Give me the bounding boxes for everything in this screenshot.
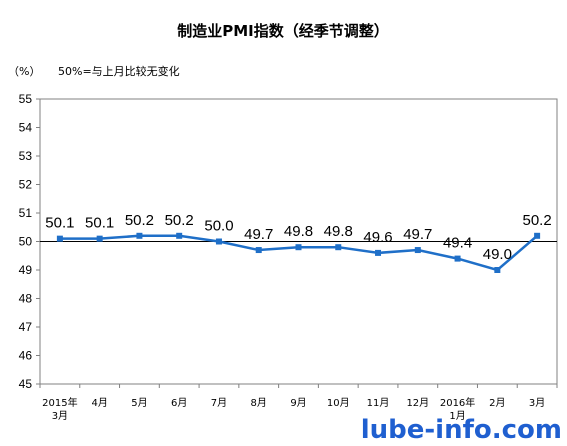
x-tick-label: 7月	[211, 397, 227, 409]
data-label: 50.1	[85, 215, 114, 232]
y-tick-label: 49	[19, 263, 33, 277]
data-point	[255, 247, 262, 254]
data-labels: 50.1 50.1 50.2 50.2 50.0 49.7 49.8 49.8 49.6 49.7…	[45, 212, 551, 263]
data-point	[96, 235, 103, 242]
data-label: 50.2	[125, 212, 154, 229]
x-tick-label: 2015年	[42, 396, 77, 409]
data-point	[454, 255, 461, 262]
x-tick-label: 4月	[91, 397, 107, 409]
x-tick-label: 2月	[489, 397, 505, 409]
chart-title: 制造业PMI指数（经季节调整）	[177, 22, 389, 40]
y-axis-ticks: 45 46 47 48 49 50 51 52 53 54 55	[19, 92, 40, 391]
data-point	[176, 232, 183, 239]
y-tick-label: 48	[19, 292, 33, 306]
x-tick-label: 1月	[449, 410, 465, 422]
data-label: 49.6	[363, 229, 392, 246]
y-tick-label: 46	[19, 349, 33, 363]
data-label: 49.8	[324, 223, 353, 240]
data-point	[215, 238, 222, 245]
series-pmi	[56, 232, 541, 273]
x-tick-label: 11月	[367, 397, 390, 409]
data-point	[295, 244, 302, 251]
data-point	[136, 232, 143, 239]
x-tick-label: 6月	[171, 397, 187, 409]
x-tick-label: 8月	[251, 397, 267, 409]
data-label: 49.7	[244, 226, 273, 243]
data-label: 49.7	[403, 226, 432, 243]
watermark: lube-info.com	[361, 415, 562, 445]
data-label: 49.8	[284, 223, 313, 240]
data-label: 49.4	[443, 235, 472, 252]
y-tick-label: 50	[19, 235, 33, 249]
data-label: 50.0	[204, 218, 233, 235]
chart-note: 50%=与上月比较无变化	[58, 64, 180, 78]
data-label: 50.2	[165, 212, 194, 229]
y-tick-label: 51	[19, 206, 33, 220]
data-point	[375, 249, 382, 256]
y-tick-label: 54	[19, 121, 33, 135]
x-tick-label: 12月	[406, 397, 429, 409]
x-tick-label: 9月	[290, 397, 306, 409]
data-point	[335, 244, 342, 251]
data-label: 50.1	[45, 215, 74, 232]
y-tick-label: 53	[19, 149, 33, 163]
x-tick-label: 5月	[131, 397, 147, 409]
x-tick-label: 3月	[529, 397, 545, 409]
y-tick-label: 45	[19, 377, 33, 391]
data-label: 50.2	[523, 212, 552, 229]
x-tick-label: 10月	[327, 397, 350, 409]
data-point	[534, 232, 541, 239]
x-tick-label: 3月	[52, 410, 68, 422]
data-label: 49.0	[483, 246, 512, 263]
y-tick-label: 47	[19, 320, 33, 334]
data-point	[414, 247, 421, 254]
data-point	[494, 267, 501, 273]
y-tick-label: 55	[19, 92, 33, 106]
y-tick-label: 52	[19, 178, 33, 192]
x-tick-label: 2016年	[440, 396, 475, 409]
data-point	[56, 235, 63, 242]
y-axis-unit-label: （%）	[8, 65, 40, 78]
